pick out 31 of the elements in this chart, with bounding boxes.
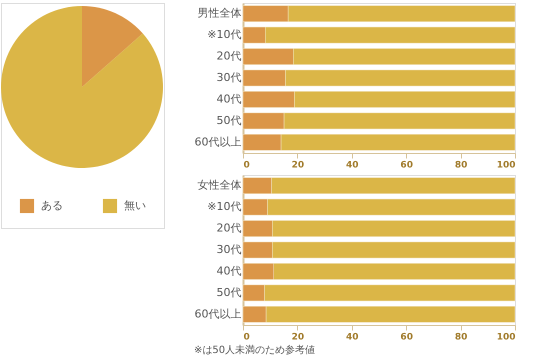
y-tick-label: 20代 [216, 222, 242, 235]
y-tick-label: 50代 [216, 114, 242, 127]
text: ※は50人未満のため参考値 [194, 344, 316, 356]
y-tick-label: 60代以上 [194, 135, 242, 148]
x-tick-label: 100 [496, 332, 516, 342]
x-tick-label: 60 [400, 332, 413, 342]
x-tick-label: 20 [292, 160, 304, 170]
x-tick-label: 40 [346, 332, 359, 342]
y-tick-label: 50代 [216, 286, 242, 299]
y-tick-label: ※10代 [207, 28, 242, 42]
pie-slice [82, 6, 143, 87]
y-tick-label: 30代 [216, 243, 242, 256]
y-tick-label: 20代 [216, 50, 242, 63]
y-tick-label: 40代 [216, 92, 242, 106]
legend-label: 無い [124, 199, 146, 212]
x-tick-label: 60 [400, 160, 413, 170]
y-tick-label: 女性全体 [198, 178, 242, 192]
x-tick-label: 80 [454, 332, 468, 342]
y-tick-label: 30代 [216, 71, 242, 84]
x-tick-label: 0 [244, 160, 250, 170]
x-tick-label: 0 [244, 332, 250, 342]
x-tick-label: 40 [346, 160, 359, 170]
y-tick-label: 60代以上 [194, 307, 242, 320]
x-tick-label: 100 [496, 160, 516, 170]
y-tick-label: 男性全体 [198, 6, 242, 20]
x-tick-label: 20 [292, 332, 304, 342]
pie-slice [1, 6, 163, 168]
y-tick-label: 40代 [216, 264, 242, 278]
legend-label: ある [41, 199, 63, 212]
y-tick-label: ※10代 [207, 200, 242, 214]
x-tick-label: 80 [454, 160, 468, 170]
